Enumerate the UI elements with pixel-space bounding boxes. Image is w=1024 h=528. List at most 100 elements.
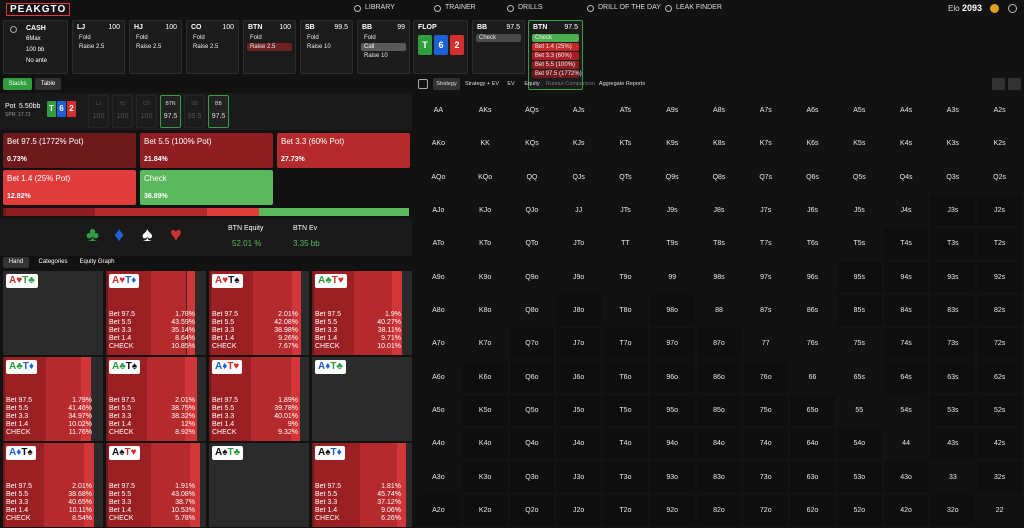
action-option[interactable]: Raise 10 [307, 44, 331, 50]
range-cell[interactable]: J3s [930, 194, 976, 227]
range-cell[interactable]: AKo [416, 128, 461, 159]
range-cell[interactable]: 32s [977, 461, 1022, 493]
range-cell[interactable]: Q5s [837, 162, 882, 193]
settings-icon[interactable] [1008, 78, 1021, 90]
range-cell[interactable]: T6o [603, 361, 648, 393]
range-cell[interactable]: A6s [790, 95, 835, 126]
range-cell[interactable]: AQs [510, 95, 555, 126]
range-cell[interactable]: K4o [462, 428, 508, 460]
matrix-tab[interactable]: Runout Comparison [546, 81, 595, 87]
range-cell[interactable]: K7s [743, 128, 788, 159]
range-cell[interactable]: 86s [790, 295, 835, 326]
range-cell[interactable]: QJo [510, 195, 555, 226]
range-cell[interactable]: 43s [930, 428, 976, 460]
suit-filter[interactable]: ♠ [142, 224, 153, 246]
range-cell[interactable]: A9s [650, 95, 695, 126]
range-cell[interactable]: 64o [790, 428, 835, 460]
range-cell[interactable]: 73o [743, 461, 789, 493]
nav-link[interactable]: TRAINER [445, 4, 476, 11]
action-option[interactable]: Raise 10 [364, 53, 388, 59]
action-column[interactable]: BTN 97.5 Check Bet 1.4 (25%) Bet 3.3 (60%) Be… [528, 20, 583, 90]
range-cell[interactable]: KJs [556, 128, 601, 159]
range-cell[interactable]: QTs [603, 162, 648, 193]
range-cell[interactable]: 75o [743, 394, 789, 427]
range-cell[interactable]: 97o [649, 328, 695, 360]
range-cell[interactable]: AA [416, 95, 461, 126]
range-cell[interactable]: KTs [603, 128, 648, 159]
range-cell[interactable]: A5o [416, 395, 461, 426]
range-cell[interactable]: TT [603, 228, 648, 259]
range-cell[interactable]: A7s [743, 95, 788, 126]
range-cell[interactable]: 53o [836, 461, 882, 493]
range-cell[interactable]: T3s [930, 228, 976, 260]
range-cell[interactable]: T5o [603, 394, 648, 427]
range-cell[interactable]: T3o [603, 461, 648, 493]
range-cell[interactable]: J8o [556, 294, 602, 327]
range-cell[interactable]: A8s [697, 95, 742, 126]
range-cell[interactable]: A2o [416, 494, 461, 526]
range-cell[interactable]: K8s [697, 128, 742, 159]
range-cell[interactable]: 43o [883, 461, 929, 493]
range-cell[interactable]: 63s [930, 361, 976, 393]
range-cell[interactable]: 54o [836, 428, 882, 460]
action-option[interactable]: Call [361, 43, 406, 51]
action-column[interactable]: HJ 100 Fold Raise 2.5 [129, 20, 182, 74]
range-cell[interactable]: 94o [649, 428, 695, 460]
range-cell[interactable]: A4s [884, 95, 929, 126]
range-cell[interactable]: 72o [743, 494, 789, 526]
hand-tab[interactable]: Hand [3, 257, 29, 268]
suit-filter[interactable]: ♣ [86, 224, 100, 246]
range-cell[interactable]: 42s [977, 428, 1022, 460]
range-cell[interactable]: 62s [977, 361, 1022, 393]
action-column[interactable]: BB 97.5 Check [472, 20, 525, 74]
range-cell[interactable]: 95o [649, 394, 695, 427]
range-cell[interactable]: A8o [416, 295, 461, 326]
strategy-action[interactable]: Check 36.89% [140, 170, 273, 205]
range-cell[interactable]: KJo [463, 195, 508, 226]
matrix-tab[interactable]: EV [507, 81, 515, 87]
suit-filter[interactable]: ♥ [170, 224, 182, 246]
range-cell[interactable]: 82s [977, 294, 1022, 327]
logo[interactable]: PEAKGTO [6, 3, 71, 16]
range-cell[interactable]: J2o [556, 494, 602, 526]
range-cell[interactable]: 92s [977, 261, 1022, 293]
range-cell[interactable]: T7o [603, 328, 648, 360]
range-cell[interactable]: JTo [556, 228, 601, 259]
icon[interactable] [990, 4, 999, 13]
range-cell[interactable]: 33 [930, 461, 975, 492]
strategy-action[interactable]: Bet 97.5 (1772% Pot) 0.73% [3, 133, 136, 168]
range-cell[interactable]: 42o [883, 494, 929, 526]
suit-filter[interactable]: ♦ [114, 224, 125, 246]
hand-tab[interactable]: Equity Graph [79, 259, 115, 265]
range-cell[interactable]: 96s [790, 262, 835, 293]
action-option[interactable]: Fold [250, 35, 262, 41]
range-cell[interactable]: Q3s [930, 162, 975, 193]
range-cell[interactable]: T9o [603, 262, 648, 293]
range-cell[interactable]: 83o [696, 461, 742, 493]
hand-tab[interactable]: Categories [38, 259, 68, 265]
range-cell[interactable]: AQo [416, 162, 461, 193]
range-cell[interactable]: Q2s [977, 162, 1022, 193]
action-option[interactable]: Fold [136, 35, 148, 41]
range-cell[interactable]: J4s [884, 195, 929, 226]
range-cell[interactable]: 22 [977, 495, 1022, 526]
range-cell[interactable]: KQo [463, 162, 508, 193]
range-cell[interactable]: A6o [416, 361, 461, 392]
range-cell[interactable]: 74s [883, 328, 929, 360]
range-cell[interactable]: 65o [790, 394, 835, 427]
range-cell[interactable]: 84o [696, 428, 742, 460]
range-cell[interactable]: 84s [883, 294, 929, 327]
range-cell[interactable]: Q8s [697, 162, 742, 193]
range-cell[interactable]: K4s [884, 128, 929, 159]
strategy-action[interactable]: Bet 5.5 (100% Pot) 21.84% [140, 133, 273, 168]
range-cell[interactable]: 85s [836, 294, 882, 327]
range-cell[interactable]: 77 [743, 328, 788, 359]
range-cell[interactable]: Q7s [743, 162, 788, 193]
range-cell[interactable]: T2s [977, 228, 1022, 260]
range-cell[interactable]: 98o [649, 294, 695, 327]
range-cell[interactable]: 53s [930, 394, 976, 427]
range-cell[interactable]: 92o [649, 494, 695, 526]
range-cell[interactable]: 98s [697, 262, 742, 293]
range-cell[interactable]: J4o [556, 428, 602, 460]
range-cell[interactable]: 75s [837, 328, 882, 359]
